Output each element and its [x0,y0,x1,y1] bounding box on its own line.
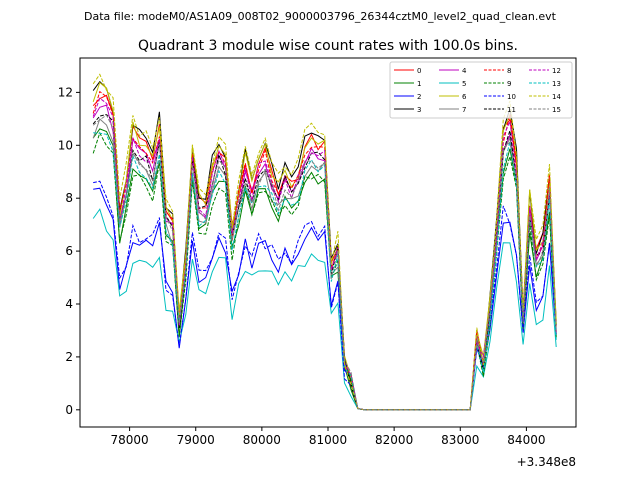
legend-label-1: 1 [417,80,421,88]
series-line-12 [92,97,557,411]
legend-label-4: 4 [462,67,467,75]
x-axis: 78000 79000 80000 81000 82000 83000 84000 [111,427,545,447]
legend-label-14: 14 [552,93,561,101]
series-line-5 [92,208,557,411]
y-tick-label: 4 [65,297,73,311]
series-line-8 [92,90,557,411]
legend-label-15: 15 [552,106,561,114]
figure-suptitle: Data file: modeM0/AS1A09_008T02_90000037… [84,10,557,23]
x-tick-label: 82000 [375,433,413,447]
series-line-14 [92,73,557,411]
legend-label-2: 2 [417,93,421,101]
y-tick-label: 6 [65,244,73,258]
y-tick-label: 12 [58,85,73,99]
y-tick-label: 0 [65,403,73,417]
x-tick-label: 84000 [507,433,545,447]
legend-label-9: 9 [507,80,511,88]
series-line-9 [92,131,557,411]
legend-label-6: 6 [462,93,467,101]
series-line-13 [93,132,557,411]
legend-label-5: 5 [462,80,466,88]
legend-frame [389,61,573,119]
y-tick-label: 10 [58,138,73,152]
legend-label-0: 0 [417,67,421,75]
x-tick-label: 79000 [177,433,215,447]
x-axis-offset-label: +3.348e8 [517,455,576,469]
y-axis: 0 2 4 6 8 10 12 [58,85,80,417]
legend-label-12: 12 [552,67,561,75]
legend-label-11: 11 [507,106,516,114]
x-tick-label: 83000 [441,433,479,447]
legend-label-8: 8 [507,67,511,75]
x-tick-label: 80000 [243,433,281,447]
series-line-15 [92,114,557,411]
legend-label-13: 13 [552,80,561,88]
chart-title: Quadrant 3 module wise count rates with … [138,38,518,54]
x-tick-label: 81000 [309,433,347,447]
legend-label-3: 3 [417,106,421,114]
y-tick-label: 2 [65,350,73,364]
series-layer [92,73,557,411]
legend-label-7: 7 [462,106,466,114]
series-line-10 [93,180,557,411]
y-tick-label: 8 [65,191,73,205]
x-tick-label: 78000 [111,433,149,447]
legend-label-10: 10 [507,93,516,101]
